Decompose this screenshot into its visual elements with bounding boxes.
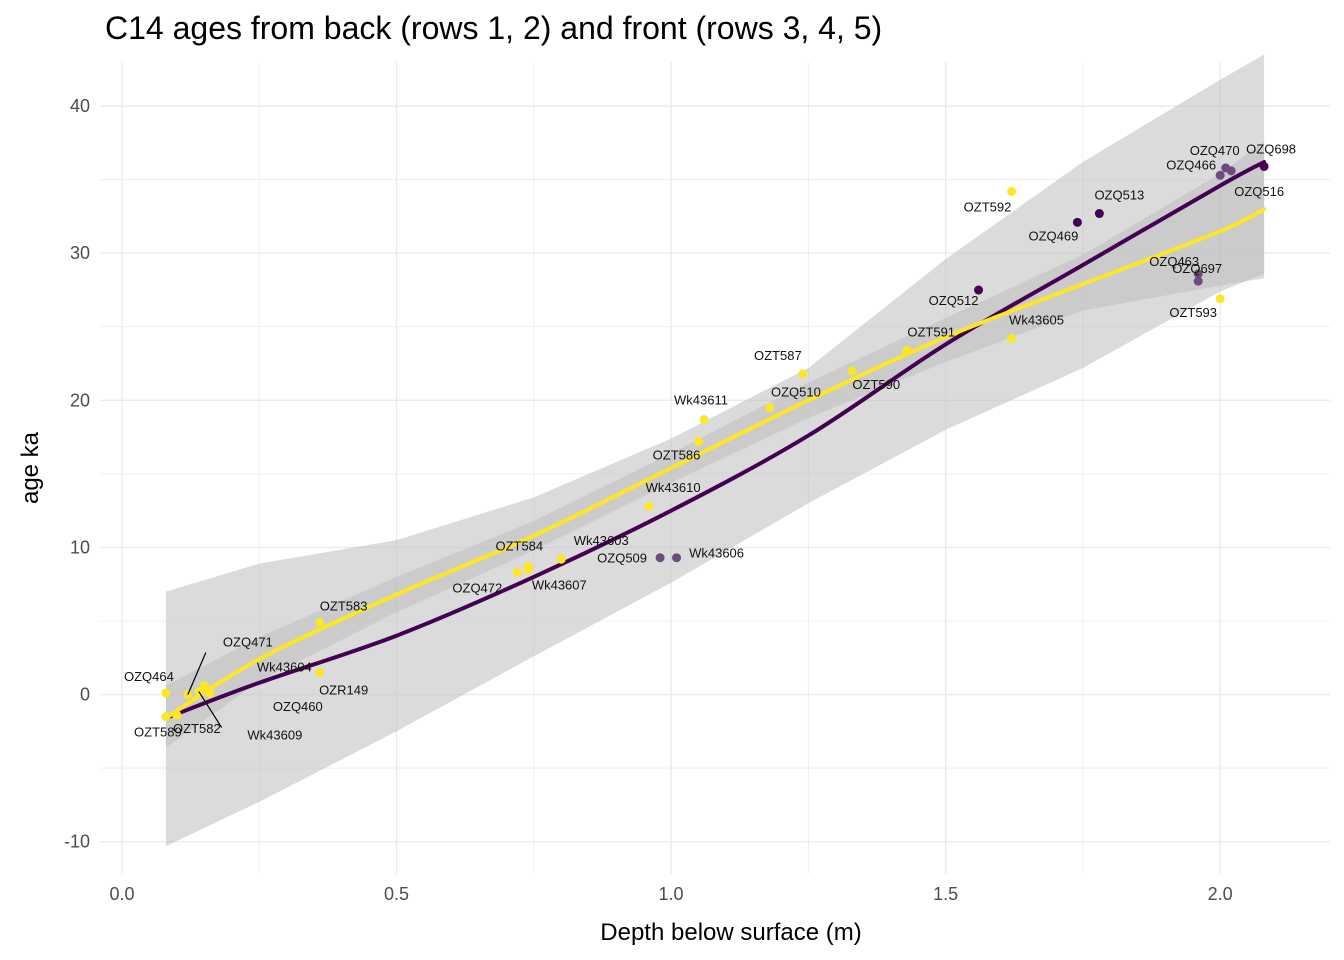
point-label: OZT584 [495,539,543,554]
x-tick-label: 2.0 [1208,884,1233,904]
data-point [512,567,522,577]
point-label: OZT592 [964,199,1012,214]
data-point [315,667,325,677]
point-label: Wk43610 [646,480,701,495]
data-point [205,688,215,698]
point-label: OZQ513 [1094,188,1144,203]
point-label: Wk43606 [689,546,744,561]
y-tick-label: -10 [64,832,90,852]
data-point [161,712,171,722]
point-label: OZQ510 [771,385,821,400]
confidence-ribbons [165,54,1265,847]
y-tick-label: 40 [70,96,90,116]
point-label: OZQ697 [1172,261,1222,276]
data-point [847,366,857,376]
data-point [694,437,704,447]
point-label: OZQ466 [1166,157,1216,172]
data-point [672,553,682,563]
data-point [1215,294,1225,304]
point-label: OZT593 [1169,305,1217,320]
point-label: Wk43605 [1009,313,1064,328]
point-label: OZQ698 [1246,141,1296,156]
data-point [1226,166,1236,176]
y-tick-label: 0 [80,685,90,705]
data-point [556,554,566,564]
chart-title: C14 ages from back (rows 1, 2) and front… [105,10,883,46]
data-point [1193,276,1203,286]
data-point [798,369,808,379]
point-label: OZQ470 [1190,143,1240,158]
y-tick-label: 30 [70,243,90,263]
smooth-trend-line [163,207,1267,721]
point-label: OZT587 [754,348,802,363]
x-tick-label: 0.5 [384,884,409,904]
point-label: OZQ460 [273,699,323,714]
point-label: OZQ472 [452,580,502,595]
y-tick-label: 10 [70,537,90,557]
data-point [161,688,171,698]
point-label: OZT591 [907,324,955,339]
data-point [1007,186,1017,196]
smooth-lines [163,160,1267,721]
data-point [699,414,709,424]
point-label: Wk43607 [532,578,587,593]
data-point [902,345,912,355]
data-point [644,501,654,511]
point-label: Wk43603 [574,533,629,548]
point-label: OZT586 [653,448,701,463]
data-point [1072,217,1082,227]
point-label: Wk43609 [247,728,302,743]
data-points [161,161,1269,722]
label-leader-line [198,691,223,728]
data-point [1007,334,1017,344]
point-label: OZT582 [173,721,221,736]
data-point [765,403,775,413]
y-tick-label: 20 [70,390,90,410]
point-label: OZR149 [319,682,368,697]
axes: 0.0 0.5 1.0 1.5 2.0 -10 0 10 20 30 40 Depth below s… [17,96,1233,946]
point-label: OZQ509 [597,551,647,566]
x-tick-label: 1.0 [659,884,684,904]
data-point [199,681,209,691]
label-leader-line [187,652,207,695]
point-label: OZT583 [320,598,368,613]
y-axis-title: age ka [17,431,44,504]
point-label: OZQ463 [1149,254,1199,269]
data-point [974,285,984,295]
point-label: OZT589 [134,725,182,740]
point-label: OZQ516 [1234,184,1284,199]
x-tick-label: 1.5 [933,884,958,904]
point-label: Wk43604 [257,660,312,675]
data-point [1193,269,1203,279]
data-point [1094,209,1104,219]
data-point [1259,161,1269,171]
point-label: OZQ464 [124,669,174,684]
data-point [315,617,325,627]
x-axis-title: Depth below surface (m) [600,919,861,946]
x-tick-label: 0.0 [109,884,134,904]
point-label: OZQ471 [223,635,273,650]
data-point [655,553,665,563]
point-label: OZQ469 [1028,228,1078,243]
point-label: OZT590 [852,377,900,392]
smooth-trend-line [163,160,1267,721]
point-label: Wk43611 [674,392,728,407]
point-label: OZQ512 [929,293,979,308]
data-point [172,710,182,720]
data-point [1215,170,1225,180]
data-point [523,565,533,574]
